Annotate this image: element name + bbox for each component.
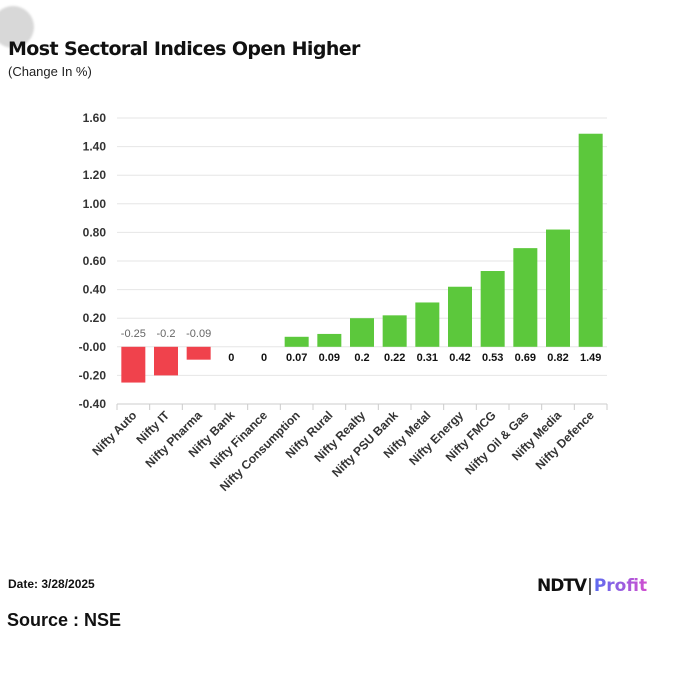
y-tick-label: 1.40 [83, 140, 107, 154]
y-tick-label: 1.20 [83, 168, 107, 182]
data-label: 0.42 [449, 352, 470, 364]
data-label: 0.82 [547, 352, 568, 364]
y-tick-label: -0.00 [79, 340, 107, 354]
bar [480, 271, 505, 347]
data-label: -0.2 [157, 328, 176, 340]
ndtv-profit-logo: NDTV|Profit [537, 576, 648, 596]
bar [121, 346, 146, 383]
data-label: 0 [261, 352, 267, 364]
x-category-label: Nifty Defence [533, 408, 597, 472]
data-label: 0.69 [515, 352, 536, 364]
bar [448, 286, 472, 347]
y-tick-label: 1.60 [83, 111, 107, 125]
bar [317, 333, 342, 347]
y-tick-label: 0.40 [83, 283, 107, 297]
data-label: 0.2 [354, 352, 369, 364]
y-tick-label: -0.40 [79, 397, 107, 411]
data-label: -0.25 [121, 328, 146, 340]
bar [382, 315, 407, 347]
source-label: Source : NSE [7, 610, 122, 630]
data-label: 0.07 [286, 352, 307, 364]
data-label: 0.09 [319, 352, 340, 364]
bar [186, 346, 211, 360]
bar [350, 318, 374, 347]
data-label: 0.22 [384, 352, 405, 364]
chart-subtitle: (Change In %) [8, 64, 92, 79]
y-tick-label: -0.20 [79, 368, 107, 382]
data-label: -0.09 [186, 328, 211, 340]
y-tick-label: 0.80 [83, 225, 107, 239]
date-label: Date: 3/28/2025 [8, 577, 95, 591]
bar [546, 229, 570, 347]
bar [415, 302, 440, 347]
decorative-circle [0, 6, 34, 48]
data-label: 0.53 [482, 352, 503, 364]
y-tick-label: 0.60 [83, 254, 107, 268]
data-label: 0 [228, 352, 234, 364]
x-category-label: Nifty Auto [89, 408, 139, 458]
chart-title: Most Sectoral Indices Open Higher [8, 38, 360, 60]
bar [578, 133, 603, 347]
data-label: 0.31 [417, 352, 438, 364]
y-tick-label: 0.20 [83, 311, 107, 325]
bar [513, 248, 538, 347]
bar [154, 346, 178, 376]
bar [284, 336, 309, 347]
data-label: 1.49 [580, 352, 601, 364]
y-tick-label: 1.00 [83, 197, 107, 211]
